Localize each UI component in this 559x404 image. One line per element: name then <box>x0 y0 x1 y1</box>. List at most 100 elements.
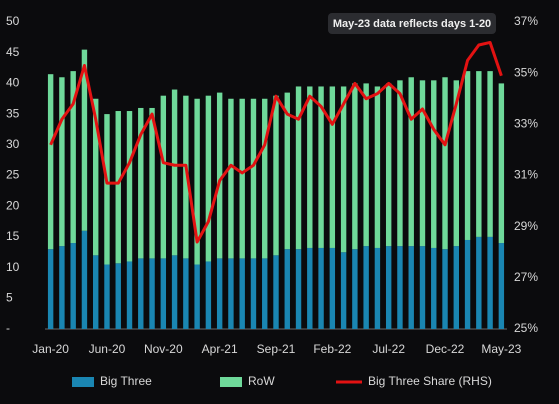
x-tick-label: Sep-21 <box>257 342 296 356</box>
bar <box>385 246 392 329</box>
bar <box>318 86 324 248</box>
bar <box>374 247 381 329</box>
y-tick-label: 20 <box>6 198 20 212</box>
x-tick-label: Nov-20 <box>144 342 183 356</box>
bar <box>171 89 178 256</box>
bar <box>228 258 234 329</box>
bar <box>284 92 290 250</box>
bar <box>115 263 121 329</box>
bar <box>81 49 88 231</box>
bar <box>47 249 54 329</box>
legend-label: Big Three <box>100 374 152 388</box>
bar <box>59 246 65 329</box>
y-tick-label: 15 <box>6 229 20 243</box>
x-tick-label: Jul-22 <box>372 342 405 356</box>
bar <box>93 98 99 256</box>
bar <box>239 258 245 329</box>
bar <box>340 252 347 329</box>
x-tick-label: Apr-21 <box>202 342 238 356</box>
y-tick-label: 10 <box>6 260 20 274</box>
bar <box>352 249 358 329</box>
bar <box>149 258 155 329</box>
bar <box>442 77 448 250</box>
bar <box>171 255 178 329</box>
bar <box>194 264 200 329</box>
bar <box>340 86 347 253</box>
bar <box>149 107 155 259</box>
bar <box>183 258 189 329</box>
bar <box>104 264 110 329</box>
bar <box>205 95 212 262</box>
y2-tick-label: 33% <box>514 117 538 131</box>
bar <box>476 236 482 329</box>
y-tick-label: 35 <box>6 106 20 120</box>
bar <box>250 98 257 259</box>
bar <box>81 230 88 329</box>
bar <box>262 258 268 329</box>
bar <box>453 246 459 329</box>
bar <box>273 95 279 256</box>
x-tick-label: Jun-20 <box>89 342 126 356</box>
bar <box>329 86 336 248</box>
bar <box>397 80 403 247</box>
bar <box>70 243 76 329</box>
y-tick-label: 30 <box>6 137 20 151</box>
bar <box>464 71 471 240</box>
y-tick-label: - <box>6 321 10 335</box>
bar <box>47 74 54 250</box>
bar <box>442 249 448 329</box>
bar <box>419 80 426 247</box>
y-tick-label: 25 <box>6 168 20 182</box>
bar <box>262 98 268 259</box>
legend-label: Big Three Share (RHS) <box>368 374 492 388</box>
bar <box>93 255 99 329</box>
bar <box>138 107 144 259</box>
legend-swatch <box>72 377 94 387</box>
bar <box>307 247 313 329</box>
annotation-box <box>328 13 496 34</box>
line <box>49 40 503 244</box>
bar <box>126 111 133 262</box>
y2-tick-label: 31% <box>514 168 538 182</box>
bar <box>239 98 245 259</box>
legend-swatch <box>220 377 242 387</box>
y2-tick-label: 29% <box>514 219 538 233</box>
x-tick-label: Jan-20 <box>32 342 69 356</box>
legend-label: RoW <box>248 374 275 388</box>
bar <box>59 77 65 247</box>
bar <box>250 258 257 329</box>
bar <box>464 239 471 329</box>
bar <box>138 258 144 329</box>
bar <box>453 80 459 247</box>
y-tick-label: 45 <box>6 45 20 59</box>
bar <box>476 71 482 237</box>
bar <box>126 261 133 329</box>
bar <box>295 86 302 250</box>
bar <box>352 83 358 250</box>
y-tick-label: 50 <box>6 14 20 28</box>
bar <box>498 83 505 244</box>
bar <box>160 258 167 329</box>
bar <box>329 247 336 329</box>
y2-tick-label: 27% <box>514 270 538 284</box>
bar <box>363 83 369 247</box>
bar <box>431 247 437 329</box>
bar <box>216 92 223 259</box>
x-tick-label: Feb-22 <box>313 342 351 356</box>
bar <box>205 261 212 329</box>
bar <box>385 83 392 247</box>
y-tick-label: 40 <box>6 76 20 90</box>
bar <box>498 243 505 329</box>
bar <box>216 258 223 329</box>
bar <box>363 246 369 329</box>
bar <box>374 86 381 248</box>
bar <box>318 247 324 329</box>
y-tick-label: 5 <box>6 290 13 304</box>
bar <box>408 77 414 247</box>
bar <box>183 95 189 259</box>
bar <box>431 80 437 248</box>
bar <box>397 246 403 329</box>
bar <box>194 98 200 265</box>
bar <box>487 236 493 329</box>
bar <box>273 255 279 329</box>
